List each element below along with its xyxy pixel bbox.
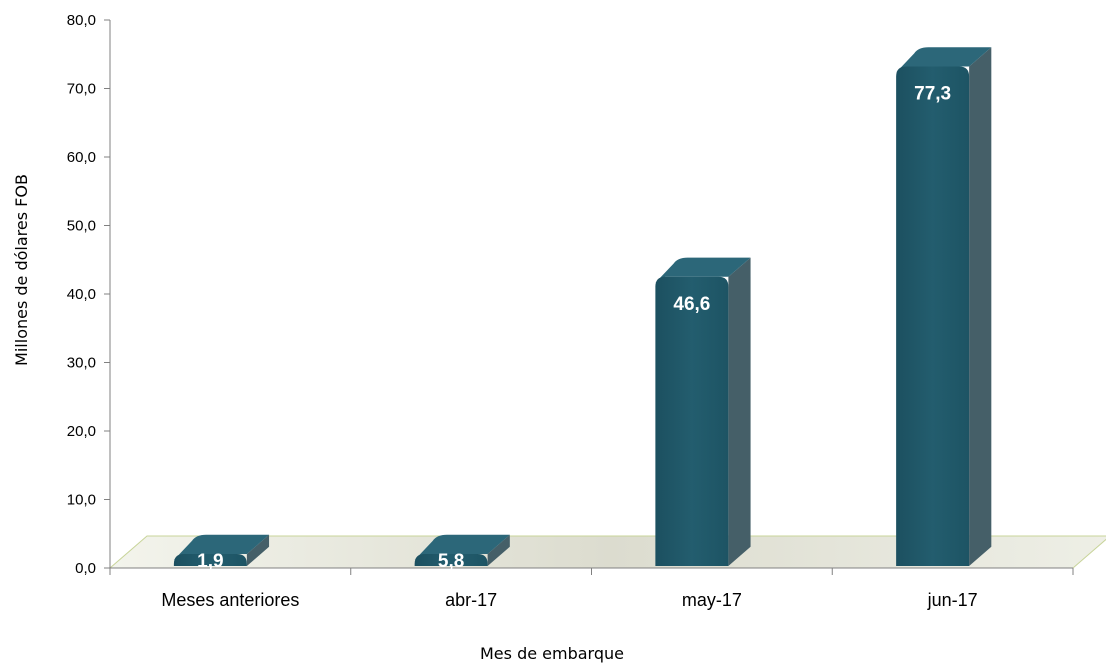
data-label: 46,6 [673, 294, 710, 315]
bar [173, 554, 247, 566]
data-label: 77,3 [914, 83, 951, 104]
bar-group [414, 534, 510, 566]
bar-side [728, 257, 751, 566]
bar [655, 276, 729, 566]
x-axis-title: Mes de embarque [480, 644, 624, 663]
y-tick-label: 50,0 [67, 218, 96, 235]
y-tick-label: 70,0 [67, 81, 96, 98]
y-tick-label: 20,0 [67, 423, 96, 440]
y-tick-label: 40,0 [67, 286, 96, 303]
bar-group [655, 257, 751, 566]
bar-top [896, 47, 992, 73]
x-tick-label: jun-17 [927, 590, 978, 610]
y-tick-label: 30,0 [67, 355, 96, 372]
bar-group [173, 534, 270, 566]
x-tick-label: abr-17 [445, 590, 497, 610]
bar-side [969, 47, 992, 567]
y-tick-label: 10,0 [67, 492, 96, 509]
x-tick-label: Meses anteriores [161, 590, 299, 610]
bar-side [246, 534, 270, 566]
y-tick-label: 80,0 [67, 12, 96, 29]
bar [896, 66, 970, 567]
bar-group [896, 47, 992, 567]
bar-top [414, 534, 510, 560]
y-tick-label: 60,0 [67, 149, 96, 166]
x-tick-label: may-17 [682, 590, 742, 610]
y-axis-title: Millones de dólares FOB [12, 174, 31, 366]
data-label: 1,9 [197, 551, 223, 572]
bar-top [173, 534, 270, 560]
bar [414, 554, 488, 566]
y-tick-label: 0,0 [75, 560, 96, 577]
bar-top [655, 257, 751, 283]
bar-side [487, 534, 510, 566]
data-label: 5,8 [438, 551, 464, 572]
